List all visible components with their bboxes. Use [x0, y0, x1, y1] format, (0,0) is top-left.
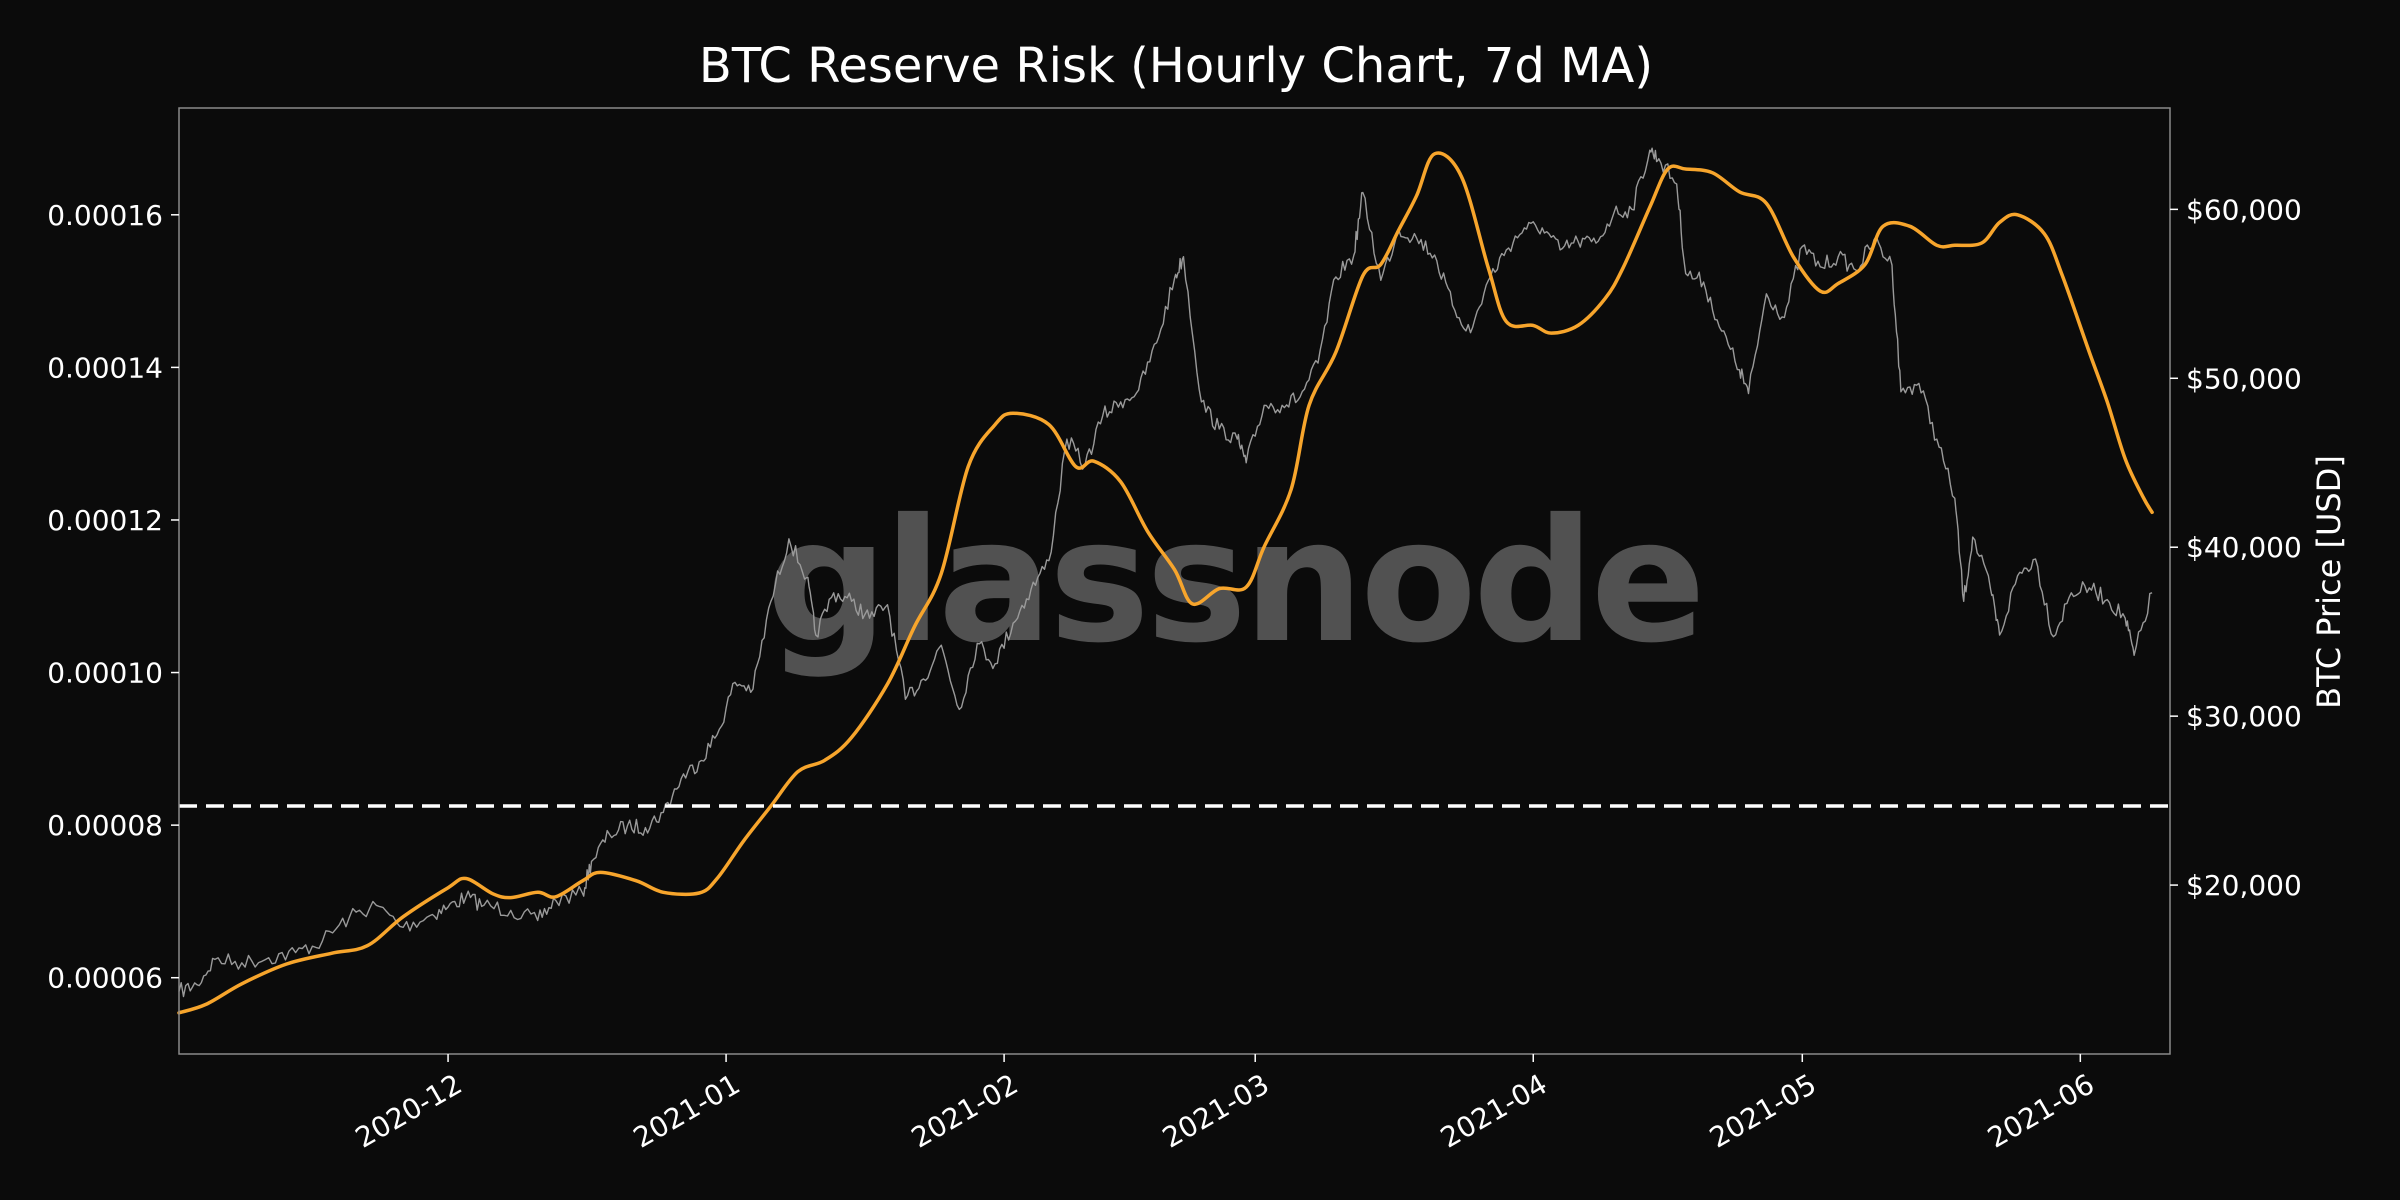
y-right-axis-ticks: $20,000 $30,000 $40,000 $50,000 $60,000 — [2170, 193, 2302, 902]
y-left-tick-label: 0.00014 — [47, 351, 163, 384]
y-left-tick-label: 0.00016 — [47, 199, 163, 232]
btc-price-line — [178, 147, 2153, 998]
y-right-tick-label: $20,000 — [2186, 869, 2302, 902]
price-series-layer — [178, 147, 2153, 998]
y-left-tick-label: 0.00012 — [47, 504, 163, 537]
chart-title: BTC Reserve Risk (Hourly Chart, 7d MA) — [699, 38, 1653, 94]
y-right-tick-label: $40,000 — [2186, 531, 2302, 564]
watermark-text: glassnode — [766, 483, 1702, 681]
y-left-tick-label: 0.00006 — [47, 962, 163, 995]
y-right-tick-label: $30,000 — [2186, 700, 2302, 733]
y-left-axis-ticks: 0.00006 0.00008 0.00010 0.00012 0.00014 0.000… — [47, 199, 179, 995]
y-right-tick-label: $60,000 — [2186, 193, 2302, 226]
reserve-risk-series-layer — [177, 151, 2154, 1015]
reserve-risk-line — [177, 151, 2154, 1015]
y-right-axis-label: BTC Price [USD] — [2310, 455, 2348, 709]
plot-frame — [178, 107, 2171, 1055]
y-left-tick-label: 0.00008 — [47, 809, 163, 842]
y-right-tick-label: $50,000 — [2186, 362, 2302, 395]
y-left-tick-label: 0.00010 — [47, 657, 163, 690]
